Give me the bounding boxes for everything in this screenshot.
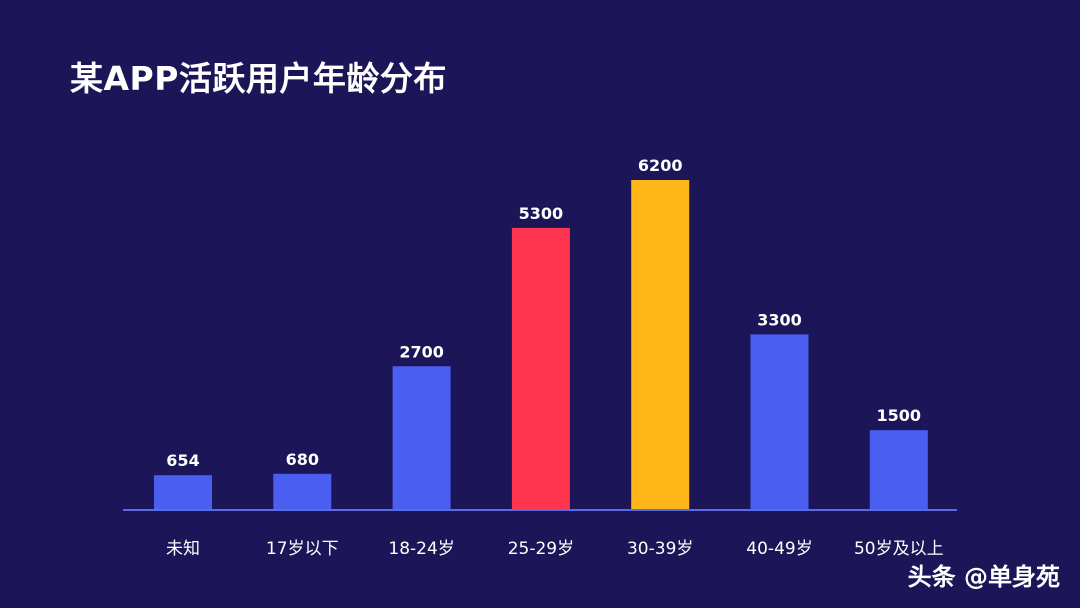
category-label-3: 25-29岁 bbox=[508, 539, 574, 559]
bar-0 bbox=[154, 475, 212, 510]
bar-1 bbox=[273, 473, 332, 510]
category-label-5: 40-49岁 bbox=[746, 539, 812, 559]
bar-4 bbox=[631, 180, 690, 510]
category-label-2: 18-24岁 bbox=[388, 539, 454, 559]
bar-6 bbox=[869, 430, 928, 510]
bar-5 bbox=[750, 334, 809, 510]
chart-title: 某APP活跃用户年龄分布 bbox=[70, 59, 447, 98]
category-label-1: 17岁以下 bbox=[266, 539, 339, 559]
data-label-6: 1500 bbox=[877, 406, 922, 425]
data-label-4: 6200 bbox=[638, 156, 683, 175]
data-label-0: 654 bbox=[166, 451, 199, 470]
bar-2 bbox=[392, 366, 451, 510]
category-label-0: 未知 bbox=[166, 539, 200, 559]
category-label-6: 50岁及以上 bbox=[854, 539, 944, 559]
data-label-1: 680 bbox=[286, 450, 319, 469]
category-label-4: 30-39岁 bbox=[627, 539, 693, 559]
data-label-3: 5300 bbox=[519, 204, 564, 223]
data-label-5: 3300 bbox=[757, 310, 802, 329]
watermark: 头条 @单身苑 bbox=[907, 563, 1060, 591]
bar-3 bbox=[511, 227, 570, 510]
data-label-2: 2700 bbox=[399, 342, 444, 361]
